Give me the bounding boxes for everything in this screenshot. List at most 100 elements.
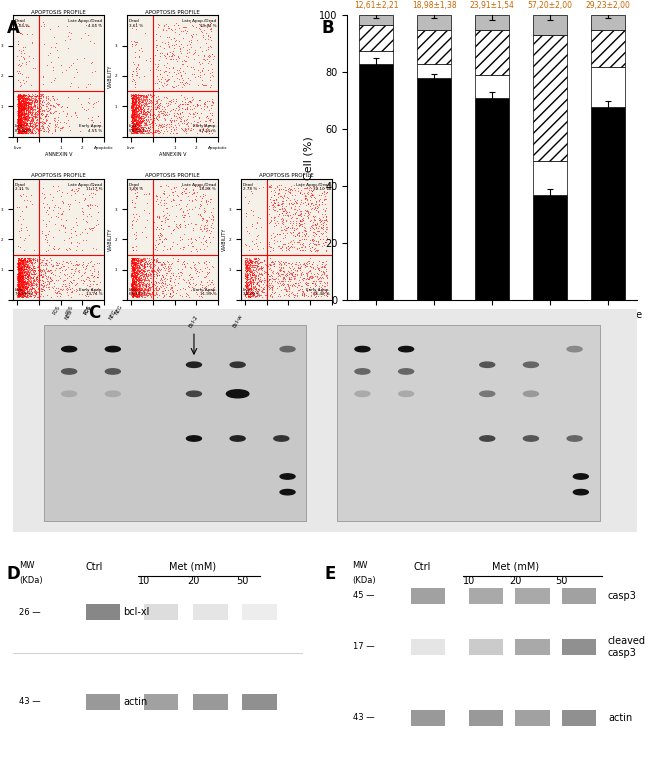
Point bbox=[137, 94, 148, 107]
Point bbox=[320, 187, 331, 199]
Point bbox=[18, 113, 28, 125]
Point bbox=[240, 289, 250, 302]
Point bbox=[147, 115, 157, 128]
Bar bbox=[411, 639, 445, 655]
Point bbox=[304, 238, 315, 251]
Point bbox=[17, 109, 27, 122]
Point bbox=[130, 126, 140, 139]
Point bbox=[26, 101, 36, 114]
Point bbox=[132, 259, 142, 272]
Point bbox=[150, 63, 161, 75]
Point bbox=[36, 89, 46, 101]
Point bbox=[294, 235, 305, 248]
Point bbox=[21, 118, 32, 130]
Point bbox=[36, 269, 46, 282]
Point bbox=[46, 274, 57, 286]
Point bbox=[127, 113, 137, 125]
Point bbox=[21, 102, 31, 115]
Point bbox=[36, 88, 47, 101]
Point bbox=[20, 290, 31, 303]
Point bbox=[127, 111, 138, 123]
Point bbox=[18, 118, 29, 131]
Point bbox=[277, 202, 287, 214]
Point bbox=[130, 284, 140, 296]
Point bbox=[93, 110, 103, 122]
Point bbox=[138, 112, 149, 125]
Point bbox=[252, 286, 262, 299]
Point bbox=[181, 198, 192, 211]
Point bbox=[128, 127, 138, 139]
Point bbox=[129, 90, 140, 102]
Point bbox=[31, 277, 42, 289]
Point bbox=[276, 283, 287, 296]
Point bbox=[14, 127, 24, 139]
Circle shape bbox=[523, 391, 538, 396]
Point bbox=[177, 182, 188, 194]
Point bbox=[138, 108, 149, 120]
Point bbox=[13, 263, 23, 276]
Point bbox=[21, 256, 31, 269]
Point bbox=[320, 230, 331, 242]
Point bbox=[256, 268, 266, 280]
Point bbox=[309, 245, 320, 257]
Point bbox=[19, 285, 29, 297]
Point bbox=[164, 272, 175, 284]
Point bbox=[13, 255, 23, 268]
Point bbox=[141, 122, 151, 134]
Point bbox=[151, 41, 161, 53]
Point bbox=[25, 117, 36, 129]
Point bbox=[71, 109, 81, 122]
Point bbox=[14, 268, 24, 280]
Point bbox=[131, 95, 141, 108]
Point bbox=[133, 92, 143, 104]
Point bbox=[126, 279, 136, 291]
Text: Late Apop./Dead
39.10 %: Late Apop./Dead 39.10 % bbox=[296, 183, 330, 191]
Point bbox=[81, 235, 91, 247]
Point bbox=[130, 112, 140, 125]
Point bbox=[18, 266, 29, 279]
Point bbox=[134, 94, 144, 107]
Point bbox=[144, 283, 155, 296]
Point bbox=[18, 263, 29, 276]
Point bbox=[13, 280, 23, 293]
Point bbox=[266, 288, 276, 300]
Point bbox=[271, 272, 281, 284]
Point bbox=[136, 289, 147, 302]
Point bbox=[30, 277, 40, 289]
Point bbox=[21, 125, 31, 137]
Point bbox=[144, 276, 155, 289]
Point bbox=[144, 115, 154, 127]
Point bbox=[321, 269, 332, 281]
Point bbox=[129, 282, 139, 294]
Point bbox=[160, 106, 170, 118]
Point bbox=[144, 274, 154, 286]
Point bbox=[265, 282, 275, 294]
Point bbox=[255, 255, 265, 268]
Point bbox=[127, 257, 138, 269]
Point bbox=[129, 114, 140, 126]
Point bbox=[62, 20, 72, 33]
Point bbox=[129, 266, 140, 279]
Point bbox=[205, 193, 216, 205]
Point bbox=[164, 95, 174, 108]
Point bbox=[127, 254, 137, 266]
Point bbox=[311, 180, 322, 192]
Point bbox=[16, 279, 26, 292]
Point bbox=[31, 94, 42, 106]
Point bbox=[132, 118, 142, 130]
Point bbox=[26, 274, 36, 286]
X-axis label: ANNEXIN V: ANNEXIN V bbox=[45, 152, 72, 156]
Point bbox=[298, 272, 309, 284]
Point bbox=[18, 270, 29, 283]
Point bbox=[13, 117, 23, 129]
Point bbox=[133, 108, 143, 120]
Point bbox=[84, 222, 94, 235]
Point bbox=[283, 257, 293, 269]
Point bbox=[141, 288, 151, 300]
Point bbox=[253, 272, 263, 284]
Point bbox=[310, 242, 320, 255]
Point bbox=[17, 108, 27, 120]
Point bbox=[159, 187, 169, 199]
Point bbox=[245, 276, 255, 289]
Point bbox=[205, 224, 216, 237]
